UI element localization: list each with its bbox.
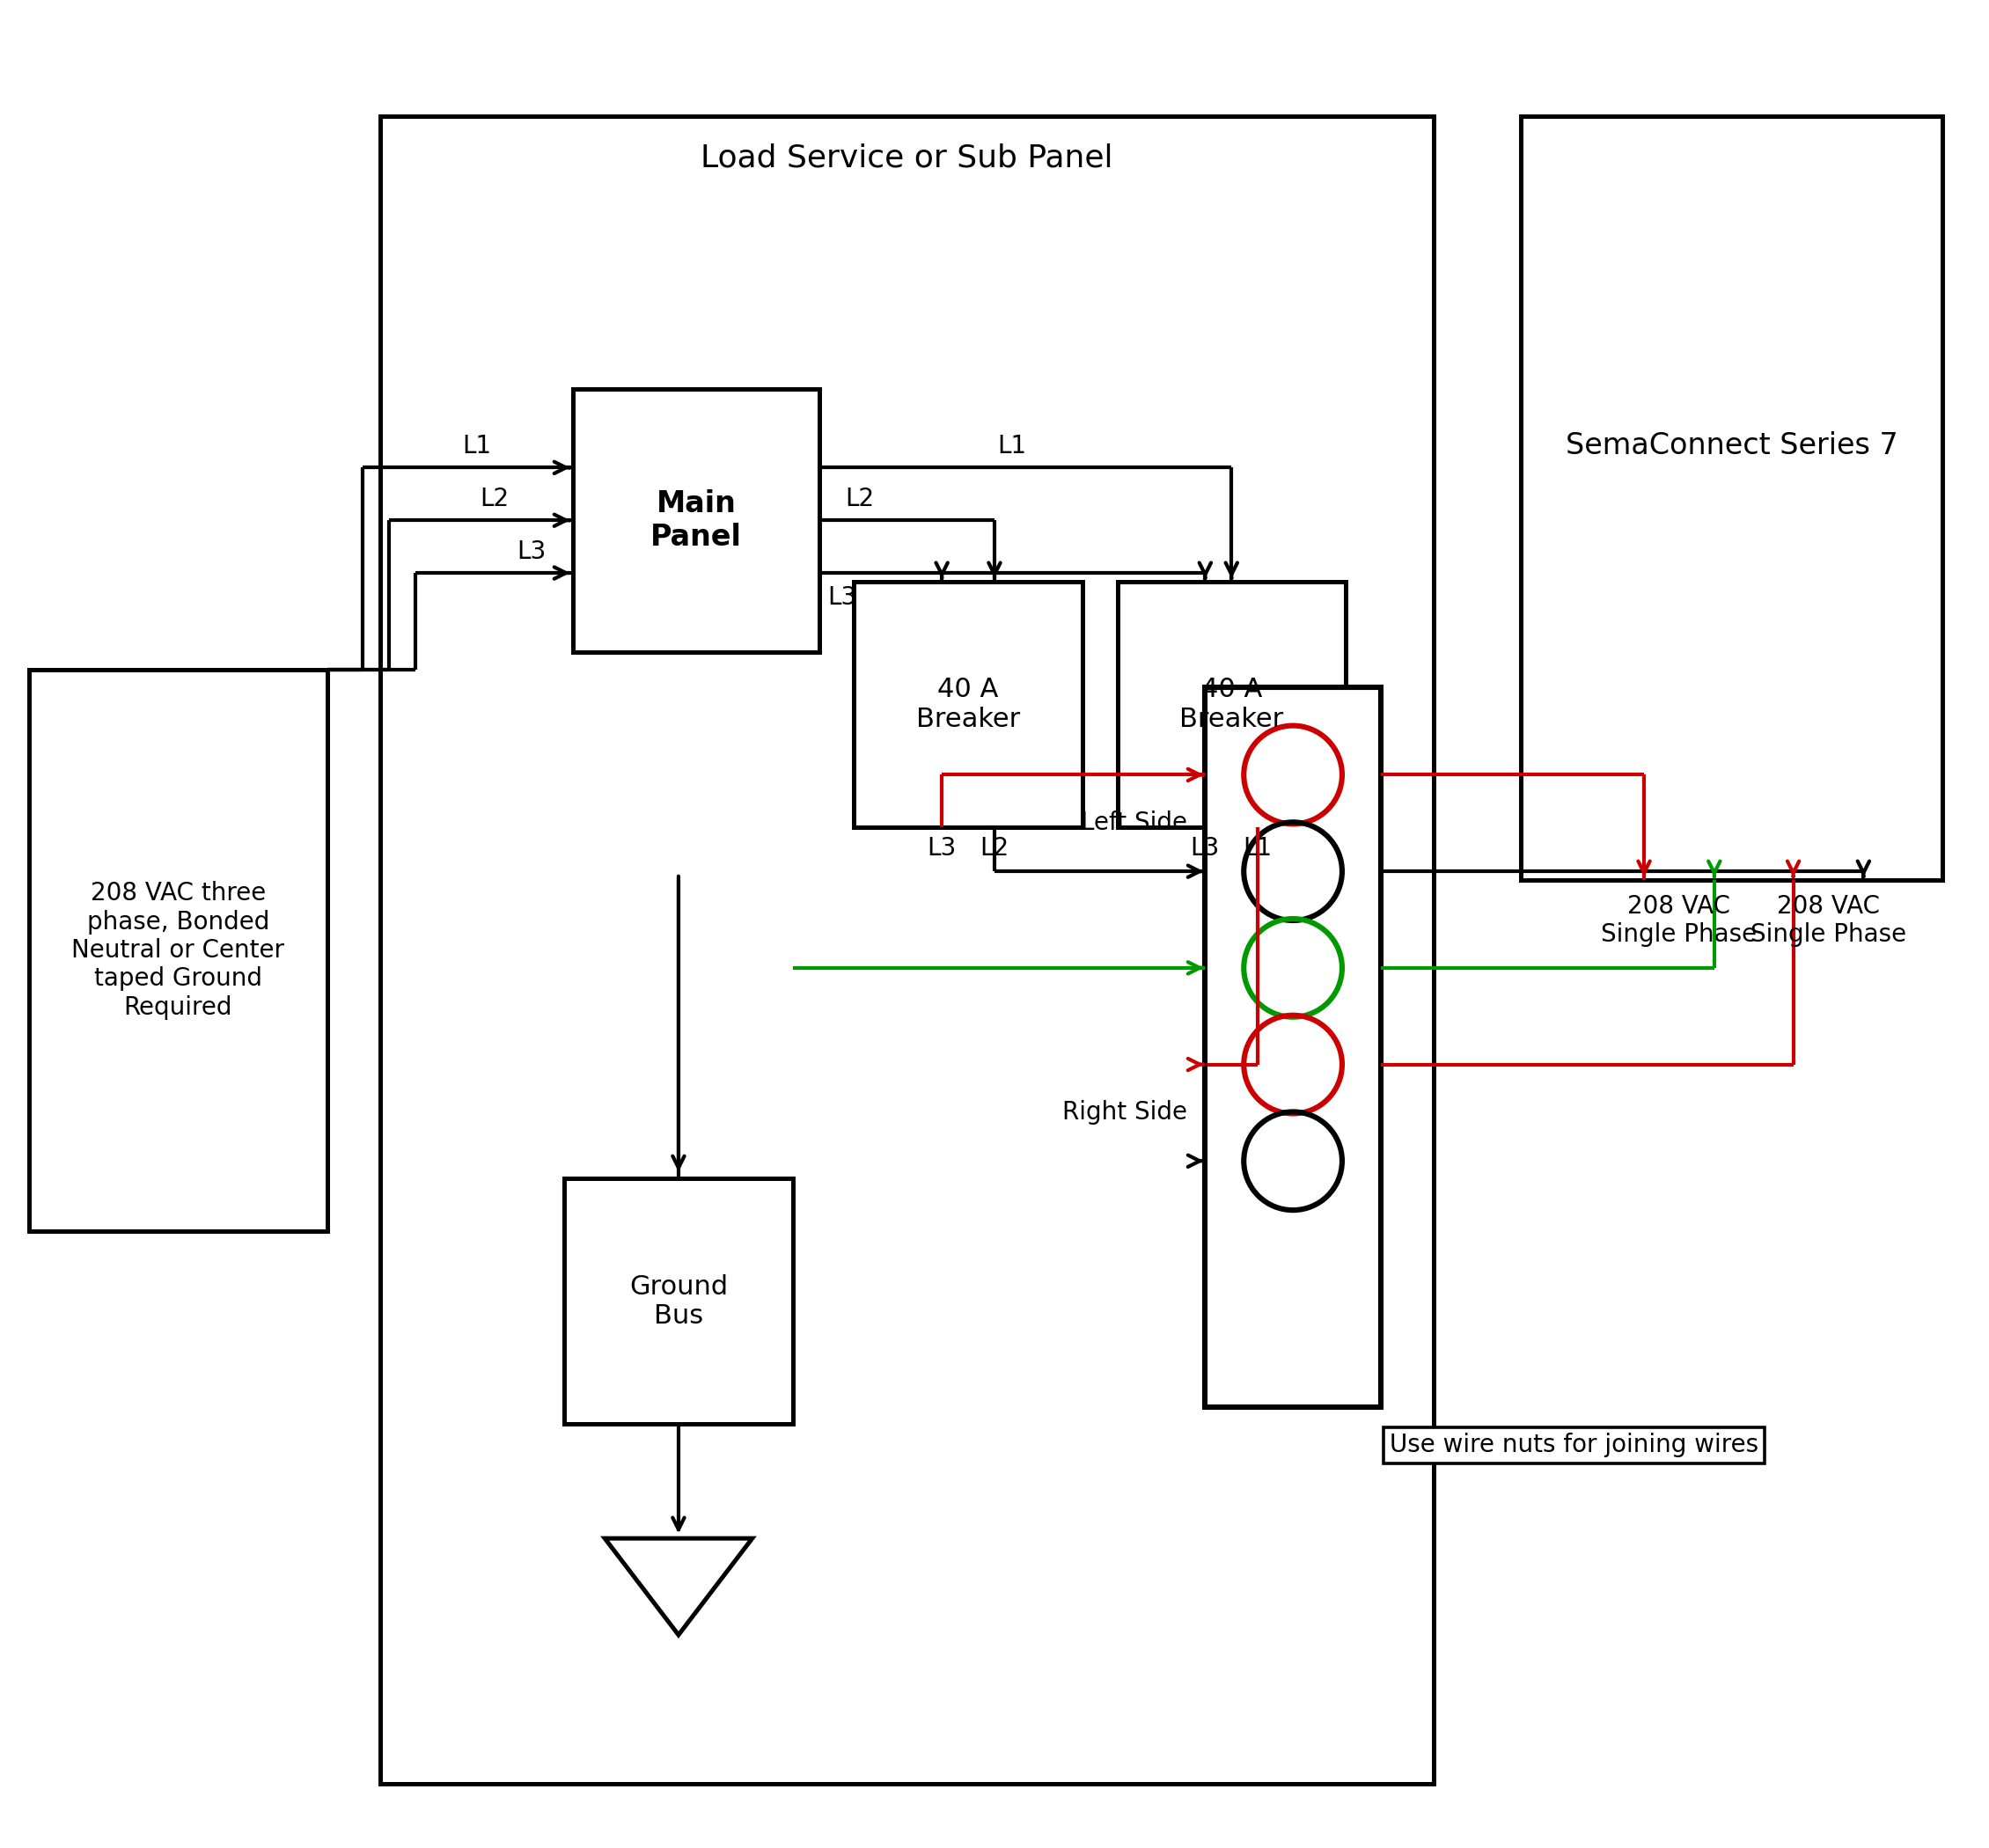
FancyBboxPatch shape <box>573 388 819 652</box>
Text: Load Service or Sub Panel: Load Service or Sub Panel <box>700 142 1114 174</box>
FancyBboxPatch shape <box>1522 116 1943 880</box>
Text: 208 VAC
Single Phase: 208 VAC Single Phase <box>1750 894 1905 948</box>
FancyBboxPatch shape <box>853 582 1082 828</box>
Text: 40 A
Breaker: 40 A Breaker <box>917 676 1020 732</box>
Text: L3: L3 <box>517 540 547 564</box>
Text: Ground
Bus: Ground Bus <box>629 1273 728 1329</box>
Text: L3: L3 <box>1191 837 1219 861</box>
FancyBboxPatch shape <box>30 669 328 1231</box>
Text: Main
Panel: Main Panel <box>650 490 742 551</box>
Text: 208 VAC
Single Phase: 208 VAC Single Phase <box>1601 894 1756 948</box>
FancyBboxPatch shape <box>380 116 1434 1783</box>
Text: L1: L1 <box>461 434 491 458</box>
Text: L1: L1 <box>996 434 1026 458</box>
Text: L2: L2 <box>981 837 1008 861</box>
FancyBboxPatch shape <box>1205 687 1380 1406</box>
Text: Right Side: Right Side <box>1062 1100 1187 1125</box>
Text: L3: L3 <box>827 586 857 610</box>
Text: L1: L1 <box>1243 837 1273 861</box>
Text: 208 VAC three
phase, Bonded
Neutral or Center
taped Ground
Required: 208 VAC three phase, Bonded Neutral or C… <box>72 881 284 1020</box>
Text: 40 A
Breaker: 40 A Breaker <box>1179 676 1283 732</box>
FancyBboxPatch shape <box>565 1179 792 1425</box>
Text: L2: L2 <box>845 486 875 512</box>
FancyBboxPatch shape <box>1118 582 1347 828</box>
Text: L2: L2 <box>479 486 509 512</box>
Text: Left Side: Left Side <box>1082 811 1187 835</box>
Text: Use wire nuts for joining wires: Use wire nuts for joining wires <box>1390 1432 1758 1458</box>
Text: SemaConnect Series 7: SemaConnect Series 7 <box>1565 431 1898 460</box>
Text: L3: L3 <box>927 837 957 861</box>
